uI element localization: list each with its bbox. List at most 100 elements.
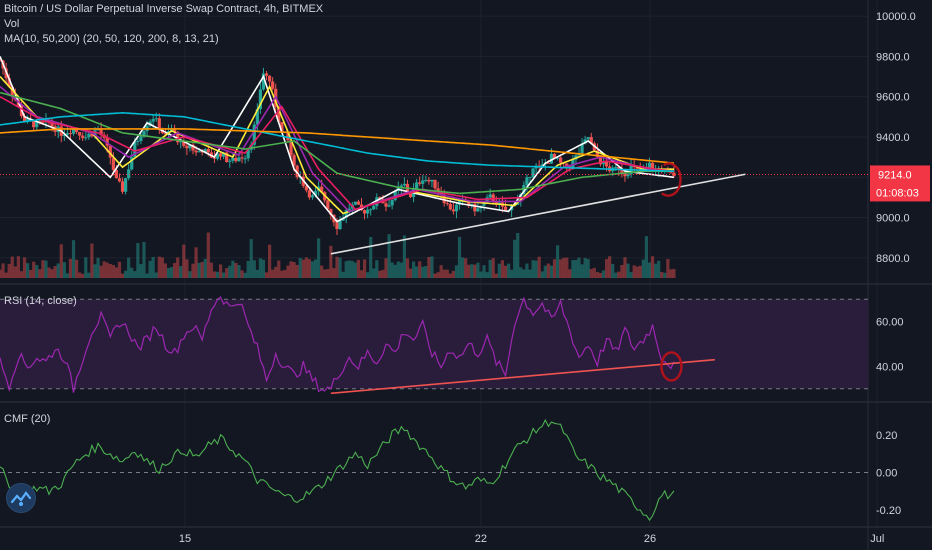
candle-body: [81, 135, 85, 139]
volume-bar: [494, 273, 498, 278]
volume-bar: [562, 257, 566, 278]
volume-bar: [292, 262, 296, 278]
volume-bar: [111, 264, 115, 278]
volume-bar: [669, 269, 673, 278]
volume-bar: [543, 265, 547, 278]
volume-bar: [418, 261, 422, 278]
volume-bar: [467, 264, 471, 278]
candle-body: [108, 145, 112, 158]
volume-bar: [638, 265, 642, 278]
candle-body: [454, 204, 459, 212]
candle-body: [353, 201, 357, 205]
candle-body: [635, 166, 639, 169]
time-tick-label: 15: [179, 533, 191, 545]
cmf-label[interactable]: CMF (20): [4, 413, 51, 425]
candle-body: [583, 139, 587, 144]
volume-bar: [549, 265, 554, 278]
ma-label[interactable]: MA(10, 50,200) (20, 50, 120, 200, 8, 13,…: [4, 33, 219, 45]
volume-bar: [289, 261, 293, 278]
candle-body: [225, 152, 229, 162]
volume-bar: [81, 273, 85, 278]
candle-body: [399, 185, 403, 187]
volume-bar: [93, 264, 97, 278]
candle-body: [476, 208, 480, 212]
candle-body: [130, 156, 134, 170]
volume-bar: [246, 260, 250, 278]
volume-bar: [215, 271, 220, 278]
candle-body: [142, 131, 146, 137]
symbol-title[interactable]: Bitcoin / US Dollar Perpetual Inverse Sw…: [4, 3, 324, 15]
volume-bar: [405, 258, 410, 278]
volume-bar: [448, 273, 452, 278]
volume-bar: [522, 269, 526, 278]
volume-bar: [531, 260, 535, 278]
candle-body: [614, 167, 618, 169]
volume-bar: [653, 263, 658, 278]
volume-bar: [369, 236, 373, 278]
volume-bar: [608, 256, 612, 278]
candle-body: [617, 167, 621, 170]
candle-body: [120, 181, 125, 192]
candle-body: [571, 159, 575, 169]
candle-body: [188, 144, 192, 149]
volume-label[interactable]: Vol: [4, 18, 20, 30]
candle-body: [375, 197, 379, 206]
candle-body: [237, 157, 241, 162]
candle-body: [445, 203, 449, 205]
volume-bar: [173, 263, 177, 278]
volume-bar: [589, 269, 593, 278]
cmf-line: [0, 418, 675, 522]
volume-bar: [120, 273, 125, 278]
main-legend: Bitcoin / US Dollar Perpetual Inverse Sw…: [4, 2, 323, 47]
volume-bar: [565, 257, 569, 278]
volume-bar: [359, 270, 364, 278]
candle-body: [90, 133, 94, 137]
tradingview-logo-icon[interactable]: [6, 483, 36, 513]
volume-bar: [59, 244, 63, 278]
volume-bar: [516, 233, 520, 278]
volume-bar: [555, 245, 560, 278]
volume-bar: [519, 267, 523, 278]
volume-bar: [295, 264, 299, 278]
rsi-tick-label: 40.00: [876, 361, 904, 373]
volume-bar: [436, 272, 440, 278]
candle-body: [559, 157, 563, 163]
candle-body: [457, 200, 462, 205]
candle-body: [372, 205, 376, 210]
volume-bar: [641, 259, 645, 278]
volume-bar: [378, 270, 382, 278]
volume-bar: [411, 261, 416, 278]
volume-bar: [571, 260, 575, 278]
volume-bar: [568, 269, 572, 278]
volume-bar: [506, 263, 511, 278]
volume-bar: [53, 266, 57, 278]
volume-bar: [127, 257, 131, 278]
time-axis[interactable]: 152226Jul61320: [179, 533, 932, 545]
volume-bar: [44, 260, 48, 278]
rsi-label[interactable]: RSI (14, close): [4, 295, 77, 307]
candle-body: [503, 206, 508, 211]
volume-bar: [277, 260, 281, 278]
volume-bar: [335, 256, 339, 278]
price-axis[interactable]: 8800.09000.09200.09400.09600.09800.01000…: [870, 11, 930, 517]
volume-bar: [185, 259, 189, 278]
candle-body: [246, 149, 250, 159]
volume-bar: [25, 263, 30, 278]
volume-bar: [497, 263, 501, 278]
volume-bar: [421, 266, 425, 278]
candle-body: [0, 60, 2, 62]
volume-bar: [559, 259, 563, 278]
volume-bar: [592, 267, 596, 278]
candle-body: [65, 133, 69, 135]
candle-body: [393, 190, 397, 201]
volume-bars: [0, 232, 676, 278]
volume-bar: [218, 264, 223, 278]
volume-bar: [130, 267, 134, 278]
candle-body: [261, 73, 266, 90]
volume-bar: [298, 257, 302, 278]
volume-bar: [191, 263, 195, 278]
candle-body: [369, 209, 373, 211]
candle-body: [421, 180, 425, 184]
candle-body: [114, 170, 119, 179]
